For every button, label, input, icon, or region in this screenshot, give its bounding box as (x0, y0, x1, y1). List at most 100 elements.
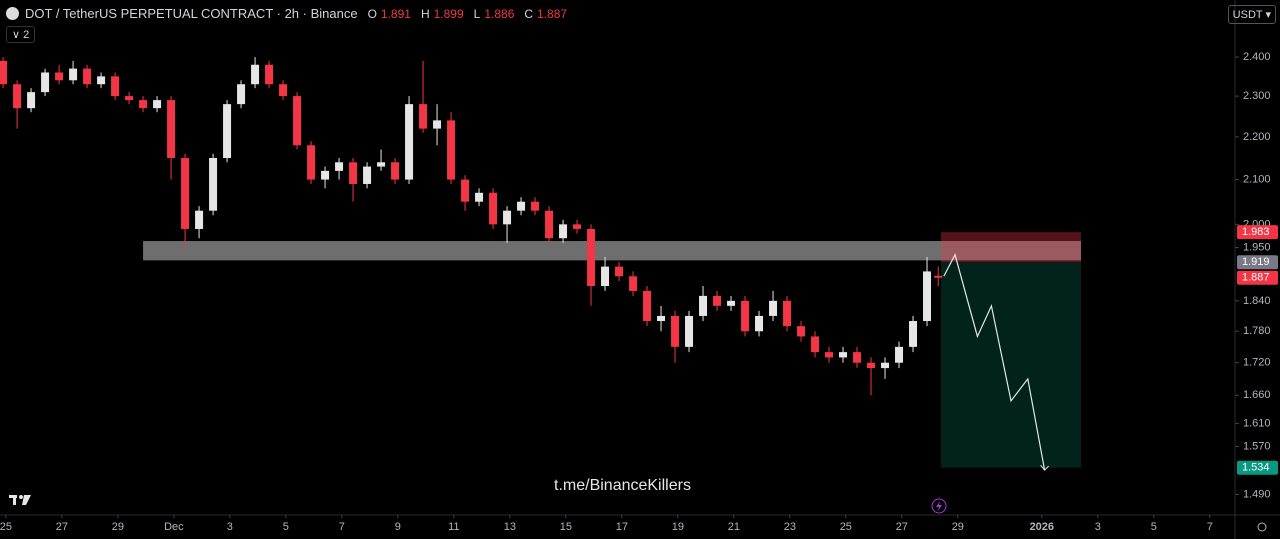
x-tick-label: 9 (395, 521, 401, 533)
candle-body (405, 104, 414, 180)
y-tick-label: 2.200 (1243, 131, 1271, 143)
x-tick-label: 5 (1151, 521, 1157, 533)
candle-body (27, 92, 36, 109)
candle-body (685, 315, 694, 347)
price-tag-label: 1.887 (1242, 272, 1270, 284)
projection-arrowhead (1040, 464, 1049, 471)
candle-body (167, 100, 176, 158)
candle-body (223, 104, 232, 158)
price-tag-label: 1.983 (1242, 226, 1270, 238)
x-tick-label: 27 (896, 521, 908, 533)
candle-body (881, 362, 890, 369)
ohlc-key: L (473, 6, 481, 21)
candle-body (531, 201, 540, 211)
x-tick-label: 17 (616, 521, 628, 533)
x-tick-label: 15 (560, 521, 572, 533)
symbol-icon (6, 7, 19, 20)
currency-button[interactable]: USDT ▾ (1227, 5, 1276, 24)
y-tick-label: 1.660 (1243, 389, 1271, 401)
candle-body (825, 352, 834, 358)
x-tick-label: 27 (56, 521, 68, 533)
candle-body (517, 201, 526, 211)
candle-body (279, 84, 288, 97)
y-tick-label: 1.840 (1243, 295, 1271, 307)
price-tag (1237, 270, 1278, 285)
candle-body (895, 346, 904, 363)
candle-body (181, 157, 190, 229)
candle-body (0, 60, 8, 85)
candle-body (419, 104, 428, 129)
stop-zone (941, 232, 1082, 263)
candle-body (643, 290, 652, 322)
candle-body (909, 321, 918, 347)
y-tick-label: 1.610 (1243, 417, 1271, 429)
watermark: t.me/BinanceKillers (554, 477, 691, 494)
candle-body (713, 295, 722, 306)
x-tick-label: 29 (112, 521, 124, 533)
candle-body (797, 326, 806, 337)
candle-body (741, 300, 750, 332)
x-tick-label: 11 (448, 521, 459, 533)
candle-body (321, 170, 330, 180)
price-tag-label: 1.534 (1242, 462, 1270, 474)
candle-body (727, 300, 736, 306)
x-tick-label: 25 (0, 521, 12, 533)
tv-logo (9, 495, 31, 505)
candle-body (139, 100, 148, 109)
indicator-count: 2 (23, 29, 30, 41)
ohlc-value: 1.886 (484, 6, 515, 21)
candle-body (111, 76, 120, 97)
candle-body (307, 145, 316, 180)
candle-body (83, 68, 92, 85)
candle-body (13, 84, 22, 109)
candle-body (153, 100, 162, 109)
y-tick-label: 1.490 (1243, 488, 1271, 500)
ohlc-key: H (420, 6, 430, 21)
price-tag-label: 1.919 (1242, 256, 1270, 268)
candle-body (545, 210, 554, 239)
candle-body (573, 224, 582, 229)
price-tag (1237, 225, 1278, 240)
candle-body (601, 266, 610, 287)
candle-body (657, 315, 666, 322)
x-tick-label: 19 (672, 521, 684, 533)
candle-body (755, 315, 764, 332)
x-tick-label: 25 (840, 521, 852, 533)
candle-body (125, 96, 134, 101)
candle-body (867, 362, 876, 369)
candle-body (69, 68, 78, 81)
candle-body (251, 64, 260, 85)
candle-body (811, 336, 820, 353)
y-tick-label: 1.950 (1243, 241, 1271, 253)
candle-body (461, 179, 470, 202)
candle-body (923, 271, 932, 322)
symbol-title: DOT / TetherUS PERPETUAL CONTRACT · 2h ·… (25, 6, 358, 21)
candle-body (237, 84, 246, 105)
x-tick-label: 5 (283, 521, 289, 533)
candle-body (671, 315, 680, 347)
x-tick-label: 2026 (1030, 521, 1054, 533)
x-tick-label: 7 (339, 521, 345, 533)
indicator-toggle[interactable]: ∨ 2 (6, 26, 36, 43)
candle-body (349, 162, 358, 184)
target-zone (941, 262, 1082, 468)
y-tick-label: 1.720 (1243, 357, 1271, 369)
candle-body (934, 275, 943, 278)
x-tick-label: 7 (1207, 521, 1213, 533)
candle-body (209, 157, 218, 211)
x-tick-label: 23 (784, 521, 796, 533)
y-tick-label: 2.100 (1243, 173, 1271, 185)
candle-body (97, 76, 106, 85)
ohlc-key: C (524, 6, 534, 21)
ohlc-value: 1.887 (537, 6, 568, 21)
y-tick-label: 1.570 (1243, 440, 1271, 452)
support-zone (143, 241, 1082, 261)
ohlc-value: 1.891 (380, 6, 411, 21)
settings-icon[interactable] (1257, 522, 1267, 532)
x-tick-label: 21 (728, 521, 740, 533)
x-tick-label: 13 (504, 521, 516, 533)
candle-body (699, 295, 708, 316)
price-tag (1237, 460, 1278, 475)
